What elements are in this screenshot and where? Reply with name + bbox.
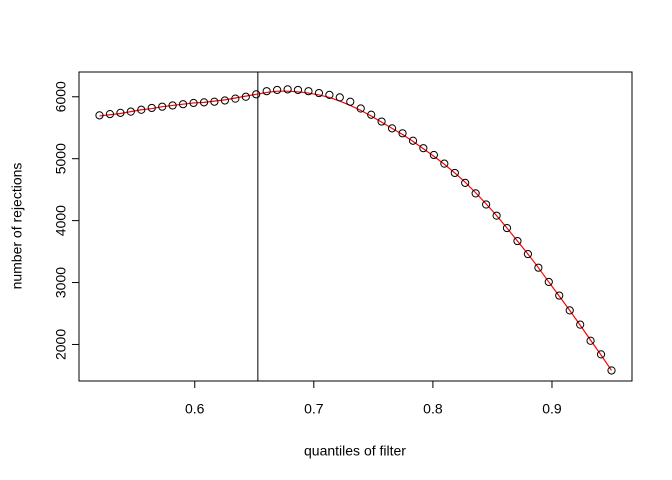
point [576,320,585,329]
point [450,168,459,178]
point [252,90,261,99]
point [178,100,188,109]
point [147,103,156,113]
point [273,85,282,95]
point [283,85,292,94]
point [189,98,198,108]
point [314,88,324,98]
x-tick-label: 0.6 [185,401,205,417]
point [116,108,125,117]
point [346,97,355,106]
point [586,336,595,345]
point [126,107,135,116]
point [377,117,386,126]
y-axis-label: number of rejections [9,163,25,290]
point [482,200,491,209]
point [492,211,501,220]
point [555,291,564,300]
y-tick-label: 2000 [53,329,69,360]
point [356,104,365,113]
point [607,366,616,375]
point [220,96,229,105]
point [304,87,313,96]
point [502,223,512,233]
point [199,98,209,107]
point [105,110,115,119]
x-tick-label: 0.8 [423,401,443,417]
point [293,85,303,95]
point [513,236,522,246]
point [440,159,449,168]
point [231,94,240,103]
point [168,101,177,110]
y-tick-label: 5000 [53,143,69,174]
point [398,129,407,138]
point [210,97,219,106]
point [471,189,480,198]
point [387,124,397,133]
point [523,249,533,259]
point [534,263,543,272]
point [565,306,574,315]
plot-box [78,71,633,382]
x-axis-label: quantiles of filter [304,443,406,459]
point [335,93,344,102]
point [241,92,250,101]
fit-line [99,90,613,371]
point [461,178,470,187]
x-tick-label: 0.7 [304,401,324,417]
point [262,87,271,96]
point [419,144,428,153]
point [596,350,606,359]
y-tick-label: 6000 [53,81,69,112]
point [367,110,376,119]
y-tick-label: 4000 [53,205,69,236]
x-tick-label: 0.9 [542,401,562,417]
point [544,277,553,287]
point [137,105,146,114]
point [429,150,438,160]
point [158,102,167,111]
y-tick-label: 3000 [53,267,69,298]
point [325,90,334,100]
point [408,136,418,145]
point [95,111,104,120]
